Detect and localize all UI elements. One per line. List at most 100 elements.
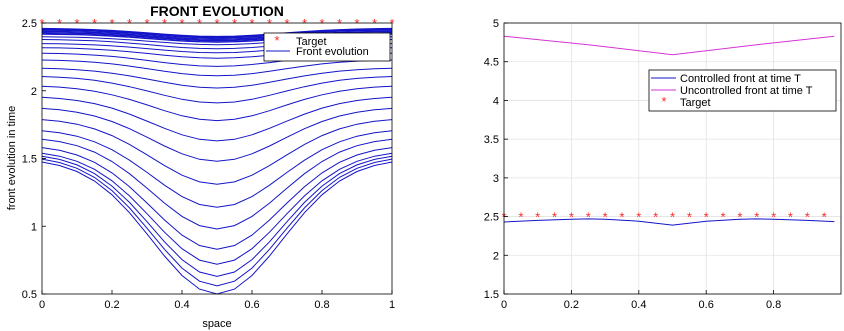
target-marker: * bbox=[249, 16, 254, 31]
legend-label-uncontrolled: Uncontrolled front at time T bbox=[680, 85, 813, 97]
y-tick-label: 1.5 bbox=[22, 154, 37, 166]
legend: Controlled front at time T Uncontrolled … bbox=[648, 69, 837, 112]
x-tick-label: 1 bbox=[389, 299, 395, 311]
x-tick-label: 0.2 bbox=[104, 299, 119, 311]
target-marker: * bbox=[372, 16, 377, 31]
target-marker: * bbox=[74, 16, 79, 31]
front-evolution-curve bbox=[41, 158, 393, 287]
front-evolution-curve bbox=[41, 130, 393, 208]
y-tick-label: 5 bbox=[493, 18, 499, 30]
target-marker: * bbox=[337, 16, 342, 31]
target-marker: * bbox=[284, 16, 289, 31]
front-evolution-curve bbox=[41, 96, 393, 142]
front-evolution-curve bbox=[41, 85, 393, 122]
target-marker: * bbox=[619, 210, 624, 225]
y-tick-label: 4 bbox=[493, 95, 499, 107]
x-tick-labels: 0 0.2 0.4 0.6 0.8 bbox=[501, 290, 781, 311]
x-tick-label: 0 bbox=[501, 299, 507, 311]
y-tick-label: 1 bbox=[31, 221, 37, 233]
target-marker: * bbox=[302, 16, 307, 31]
y-tick-label: 4.5 bbox=[484, 57, 499, 69]
target-marker: * bbox=[805, 210, 810, 225]
front-evolution-curve bbox=[41, 155, 393, 277]
y-tick-labels: 0.5 1 1.5 2 2.5 bbox=[22, 18, 46, 301]
x-tick-label: 0 bbox=[39, 299, 45, 311]
target-marker: * bbox=[603, 210, 608, 225]
legend-target-marker: * bbox=[661, 94, 666, 109]
x-tick-labels: 0 0.2 0.4 0.6 0.8 1 bbox=[39, 290, 395, 311]
grid-lines bbox=[503, 22, 841, 295]
front-evolution-curve bbox=[41, 119, 393, 185]
front-evolution-curve bbox=[41, 147, 393, 250]
target-marker: * bbox=[569, 210, 574, 225]
target-marker: * bbox=[721, 210, 726, 225]
y-tick-label: 0.5 bbox=[22, 289, 37, 301]
uncontrolled-front-line bbox=[503, 35, 835, 56]
target-marker: * bbox=[518, 210, 523, 225]
x-tick-label: 0.6 bbox=[244, 299, 259, 311]
target-marker: * bbox=[92, 16, 97, 31]
x-tick-label: 0.4 bbox=[174, 299, 189, 311]
controlled-front-line bbox=[503, 218, 835, 226]
controlled-front-chart: * * * * * * * * * * * * * * * * * * * * 0 0.2 0.4 0.6 0.8 1.5 2 2… bbox=[484, 18, 842, 311]
target-marker: * bbox=[704, 210, 709, 225]
front-evolution-curve bbox=[41, 59, 393, 77]
x-tick-label: 0.6 bbox=[699, 299, 714, 311]
target-marker: * bbox=[57, 16, 62, 31]
x-tick-label: 0.2 bbox=[564, 299, 579, 311]
target-marker: * bbox=[179, 16, 184, 31]
y-axis-label: front evolution in time bbox=[6, 106, 18, 211]
target-marker: * bbox=[552, 210, 557, 225]
y-tick-label: 2.5 bbox=[22, 18, 37, 30]
target-marker: * bbox=[822, 210, 827, 225]
target-markers-group: * * * * * * * * * * * * * * * * * * * * * bbox=[39, 16, 394, 31]
y-tick-label: 3 bbox=[493, 173, 499, 185]
y-tick-label: 2 bbox=[493, 250, 499, 262]
target-marker: * bbox=[162, 16, 167, 31]
y-tick-label: 1.5 bbox=[484, 289, 499, 301]
target-marker: * bbox=[788, 210, 793, 225]
front-comparison-series-group: * * * * * * * * * * * * * * * * * * * * bbox=[501, 35, 835, 226]
plot-frame bbox=[41, 22, 393, 295]
front-evolution-curve bbox=[41, 27, 393, 38]
legend-label-target: Target bbox=[296, 36, 327, 48]
target-marker: * bbox=[144, 16, 149, 31]
y-tick-label: 2.5 bbox=[484, 212, 499, 224]
x-tick-label: 0.4 bbox=[631, 299, 646, 311]
target-marker: * bbox=[319, 16, 324, 31]
front-evolution-series-group bbox=[41, 27, 393, 295]
target-marker: * bbox=[109, 16, 114, 31]
y-tick-labels: 1.5 2 2.5 3 3.5 4 4.5 5 bbox=[484, 18, 508, 301]
target-marker: * bbox=[687, 210, 692, 225]
front-evolution-curve bbox=[41, 152, 393, 265]
target-marker: * bbox=[214, 16, 219, 31]
target-marker: * bbox=[754, 210, 759, 225]
front-evolution-curve bbox=[41, 161, 393, 295]
target-marker: * bbox=[586, 210, 591, 225]
target-marker: * bbox=[267, 16, 272, 31]
target-marker: * bbox=[737, 210, 742, 225]
front-evolution-curve bbox=[41, 76, 393, 104]
x-axis-label: space bbox=[202, 318, 231, 330]
legend-box bbox=[263, 32, 391, 62]
target-marker: * bbox=[771, 210, 776, 225]
y-tick-label: 3.5 bbox=[484, 134, 499, 146]
target-marker: * bbox=[354, 16, 359, 31]
legend: * Target Front evolution bbox=[263, 32, 391, 62]
x-tick-label: 0.8 bbox=[766, 299, 781, 311]
front-evolution-curve bbox=[41, 107, 393, 162]
front-evolution-curve bbox=[41, 67, 393, 89]
target-marker: * bbox=[535, 210, 540, 225]
chart-title: FRONT EVOLUTION bbox=[150, 3, 284, 19]
legend-target-marker: * bbox=[274, 33, 279, 48]
target-marker: * bbox=[636, 210, 641, 225]
target-marker: * bbox=[670, 210, 675, 225]
front-evolution-curve bbox=[41, 138, 393, 230]
target-marker: * bbox=[653, 210, 658, 225]
legend-label-controlled: Controlled front at time T bbox=[680, 73, 801, 85]
legend-box bbox=[648, 69, 837, 112]
target-marker: * bbox=[197, 16, 202, 31]
target-marker: * bbox=[232, 16, 237, 31]
y-tick-label: 2 bbox=[31, 86, 37, 98]
